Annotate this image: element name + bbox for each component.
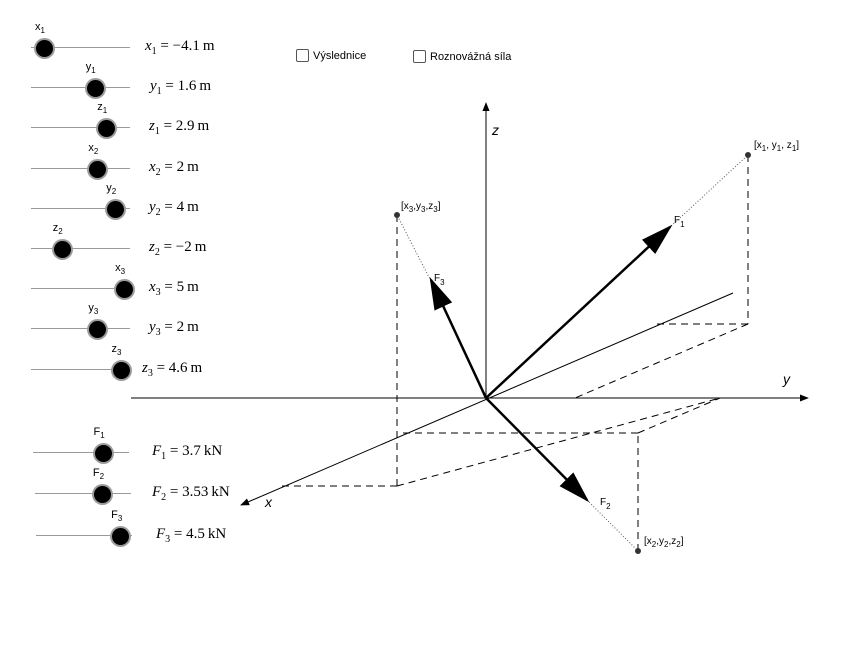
slider-name-label: z3: [111, 342, 122, 357]
slider-value-x2: x2 = 2 m: [149, 158, 199, 178]
slider-knob[interactable]: [112, 528, 130, 545]
slider-value-f3: F3 = 4.5 kN: [156, 526, 227, 545]
slider-value-z1: z1 = 2.9 m: [149, 118, 210, 138]
slider-name-label: x1: [35, 21, 45, 36]
slider-name-label: F2: [92, 467, 105, 482]
slider-x1[interactable]: x1: [31, 21, 130, 58]
slider-value-z3: z3 = 4.6 m: [142, 359, 203, 379]
slider-track[interactable]: [31, 368, 130, 370]
slider-value-f2: F2 = 3.53 kN: [152, 484, 230, 503]
slider-y3[interactable]: y3: [31, 302, 130, 339]
slider-track[interactable]: [31, 47, 130, 48]
point-3: [394, 212, 400, 218]
force-vector-F3: [429, 277, 488, 399]
point-label-2: [x2,y2,z2]: [644, 536, 684, 549]
slider-name-label: x2: [88, 141, 99, 156]
force-vector-F1: [485, 224, 673, 399]
slider-z3[interactable]: z3: [31, 343, 130, 380]
balancing-force-checkbox-label: Roznovážná síla: [430, 50, 512, 63]
slider-z1[interactable]: z1: [31, 101, 130, 138]
point-label-3: [x3,y3,z3]: [401, 201, 441, 214]
force-label-F2: F2: [600, 497, 611, 511]
slider-name-label: F1: [93, 426, 105, 441]
axis-label-x: x: [264, 494, 273, 510]
slider-y1[interactable]: y1: [31, 61, 130, 98]
slider-name-label: y2: [106, 181, 117, 196]
slider-track[interactable]: [36, 535, 132, 536]
slider-name-label: x3: [115, 262, 126, 277]
slider-track[interactable]: [31, 167, 130, 169]
slider-value-f1: F1 = 3.7 kN: [152, 443, 223, 462]
slider-knob[interactable]: [98, 120, 116, 138]
point-label-1: [x1, y1, z1]: [754, 140, 799, 153]
balancing-force-checkbox-box[interactable]: [413, 50, 426, 63]
slider-knob[interactable]: [53, 241, 71, 258]
slider-knob[interactable]: [89, 321, 107, 339]
point3-projections: [280, 215, 721, 487]
slider-z2[interactable]: z2: [31, 222, 130, 259]
slider-value-z2: z2 = −2 m: [149, 239, 207, 258]
slider-value-y1: y1 = 1.6 m: [150, 78, 212, 98]
force-lines-of-action: [396, 154, 749, 552]
slider-knob[interactable]: [116, 281, 134, 299]
slider-knob[interactable]: [89, 160, 107, 178]
x-axis: [240, 292, 734, 506]
slider-track[interactable]: [31, 248, 130, 249]
slider-f2[interactable]: F2: [35, 467, 131, 504]
point-1: [745, 152, 751, 158]
slider-track[interactable]: [35, 493, 131, 494]
slider-value-y2: y2 = 4 m: [149, 198, 199, 218]
point2-projections: [400, 397, 721, 551]
slider-knob[interactable]: [112, 361, 130, 379]
force-label-F3: F3: [434, 273, 445, 287]
slider-name-label: y3: [88, 302, 99, 317]
slider-name-label: y1: [85, 61, 96, 76]
point-2: [635, 548, 641, 554]
resultant-checkbox-label: Výslednice: [313, 49, 367, 62]
force-vector-F2: [485, 397, 590, 503]
force-label-F1: F1: [674, 215, 685, 229]
slider-track[interactable]: [31, 87, 130, 89]
slider-track[interactable]: [33, 452, 129, 453]
slider-f3[interactable]: F3: [36, 509, 132, 546]
slider-name-label: z1: [97, 101, 108, 116]
slider-knob[interactable]: [107, 200, 125, 218]
axis-label-z: z: [491, 122, 499, 138]
resultant-checkbox-box[interactable]: [296, 49, 309, 62]
slider-value-x3: x3 = 5 m: [149, 279, 199, 299]
resultant-checkbox[interactable]: Výslednice: [296, 49, 366, 62]
axis-label-y: y: [782, 371, 791, 387]
slider-track[interactable]: [31, 328, 130, 330]
slider-track[interactable]: [31, 207, 130, 209]
slider-name-label: F3: [111, 509, 123, 524]
slider-name-label: z2: [52, 222, 63, 237]
slider-track[interactable]: [31, 127, 130, 129]
slider-y2[interactable]: y2: [31, 182, 130, 219]
slider-knob[interactable]: [36, 40, 53, 57]
slider-knob[interactable]: [93, 486, 111, 503]
slider-x2[interactable]: x2: [31, 142, 130, 179]
point1-projections: [574, 155, 749, 399]
slider-f1[interactable]: F1: [33, 426, 129, 463]
slider-knob[interactable]: [86, 80, 104, 98]
slider-x3[interactable]: x3: [31, 262, 134, 299]
slider-value-y3: y3 = 2 m: [149, 319, 199, 339]
balancing-force-checkbox[interactable]: Roznovážná síla: [413, 50, 511, 63]
slider-knob[interactable]: [94, 445, 112, 462]
slider-value-x1: x1 = −4.1 m: [145, 38, 215, 57]
slider-track[interactable]: [31, 288, 130, 290]
